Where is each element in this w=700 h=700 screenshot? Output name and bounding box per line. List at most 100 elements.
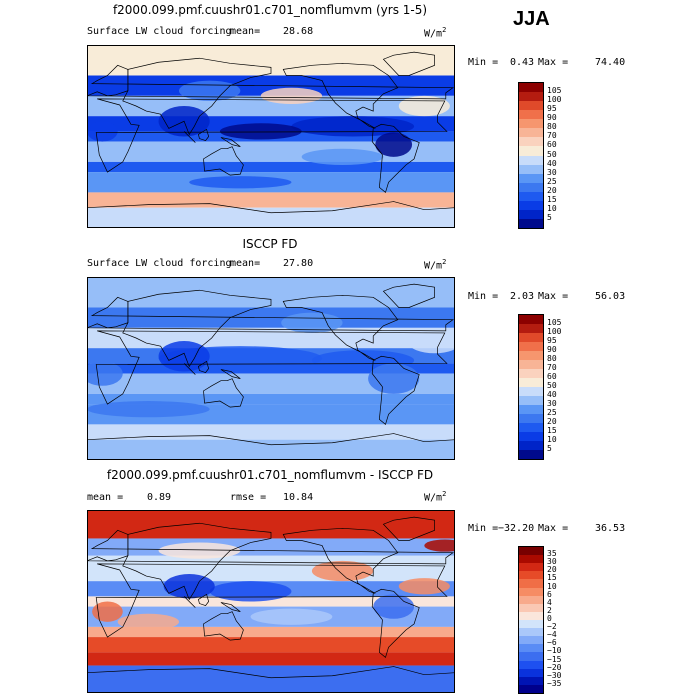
min-label: Min = — [468, 523, 499, 534]
coastline — [203, 378, 244, 408]
map-frame — [87, 45, 455, 228]
mean-label: mean = — [87, 492, 124, 503]
field-region — [158, 542, 241, 559]
colorbar-tick-label: 100 — [547, 327, 562, 336]
units-label: W/m2 — [424, 258, 447, 272]
colorbar-segment — [519, 555, 543, 564]
min-value: −32.20 — [498, 523, 535, 534]
colorbar-segment — [519, 563, 543, 572]
max-label: Max = — [538, 523, 569, 534]
field-region — [209, 581, 292, 602]
coastline — [382, 283, 435, 308]
field-band — [87, 637, 455, 653]
colorbar-bar — [518, 314, 544, 460]
colorbar-segment — [519, 660, 543, 669]
colorbar-segment — [519, 209, 543, 219]
colorbar-tick-label: 0 — [547, 614, 552, 623]
colorbar-tick-label: 40 — [547, 390, 557, 399]
colorbar-segment — [519, 571, 543, 580]
colorbar-segment — [519, 676, 543, 685]
colorbar-segment — [519, 547, 543, 556]
coastline — [198, 360, 210, 373]
colorbar-tick-label: −20 — [547, 662, 562, 672]
colorbar-tick-label: 80 — [547, 354, 557, 363]
colorbar-segment — [519, 396, 543, 405]
colorbar-tick-label: 50 — [547, 381, 557, 390]
field-band — [87, 665, 455, 693]
season-label: JJA — [513, 8, 550, 30]
max-label: Max = — [538, 291, 569, 302]
colorbar-tick-label: 15 — [547, 573, 557, 583]
mean-value: 0.89 — [147, 492, 172, 503]
colorbar-segment — [519, 450, 543, 459]
coastline — [282, 62, 399, 129]
coastline — [203, 146, 244, 176]
colorbar-segment — [519, 333, 543, 342]
coastline — [198, 128, 210, 141]
colorbar-tick-label: 70 — [547, 131, 557, 141]
colorbar-segment — [519, 684, 543, 693]
field-band — [87, 652, 455, 666]
colorbar-tick-label: 6 — [547, 589, 552, 599]
colorbar-segment — [519, 579, 543, 588]
colorbar-segment — [519, 218, 543, 228]
field-region — [179, 80, 241, 101]
coastline — [198, 593, 210, 606]
colorbar-segment — [519, 110, 543, 120]
field-region — [311, 560, 374, 582]
field-region — [398, 578, 450, 595]
colorbar-segment — [519, 619, 543, 629]
colorbar-tick-label: 30 — [547, 399, 557, 408]
coastline — [122, 289, 272, 368]
field-band — [87, 439, 455, 460]
panel-title: f2000.099.pmf.cuushr01.c701_nomflumvm - … — [106, 468, 434, 482]
colorbar-segment — [519, 387, 543, 396]
field-band — [87, 161, 455, 173]
field-region — [117, 613, 179, 630]
colorbar-segment — [519, 628, 543, 637]
mean-value: 28.68 — [283, 26, 314, 37]
coastline — [87, 201, 455, 228]
coastline — [95, 330, 448, 405]
field-region — [163, 574, 215, 599]
coastline — [95, 98, 448, 173]
mean-value: 27.80 — [283, 258, 314, 269]
colorbar-segment — [519, 360, 543, 369]
colorbar-tick-label: 30 — [547, 167, 557, 177]
colorbar-segment — [519, 92, 543, 102]
rmse-label: rmse = — [230, 492, 267, 503]
colorbar-segment — [519, 155, 543, 165]
colorbar-tick-label: 40 — [547, 158, 557, 168]
field-region — [189, 176, 292, 189]
coastline — [371, 588, 420, 659]
colorbar-segment — [519, 342, 543, 351]
colorbar-segment — [519, 603, 543, 612]
coastlines — [87, 51, 455, 228]
map-frame — [87, 510, 455, 693]
colorbar-tick-label: 95 — [547, 104, 557, 114]
coastline — [87, 529, 455, 565]
coastlines — [87, 516, 455, 693]
field-region — [219, 123, 302, 140]
colorbar-tick-label: 90 — [547, 345, 557, 354]
variable-label: Surface LW cloud forcing — [87, 258, 232, 269]
max-label: Max = — [538, 57, 569, 68]
units-label: W/m2 — [424, 490, 447, 504]
colorbar-tick-label: 10 — [547, 435, 557, 444]
field-bands — [87, 510, 455, 693]
coastline — [371, 123, 420, 194]
colorbar-segment — [519, 182, 543, 192]
field-region — [424, 539, 455, 552]
field-region — [409, 332, 455, 354]
coastline — [95, 563, 448, 638]
colorbar-tick-label: 80 — [547, 122, 557, 132]
colorbar-segment — [519, 164, 543, 174]
field-band — [87, 626, 455, 638]
colorbar-tick-label: 90 — [547, 113, 557, 123]
colorbar-bar — [518, 82, 544, 229]
colorbar-segment — [519, 405, 543, 414]
coastline — [220, 602, 241, 613]
coastline — [382, 51, 435, 76]
colorbar-tick-label: 30 — [547, 557, 557, 567]
colorbar-segment — [519, 191, 543, 201]
